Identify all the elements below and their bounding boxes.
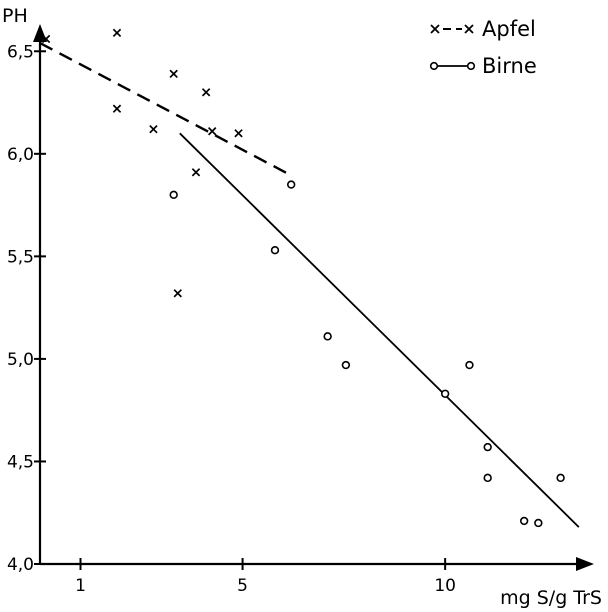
data-point-birne [286,180,296,189]
data-point-birne [519,516,529,526]
data-point-apfel [112,28,122,38]
data-point-apfel [169,69,178,79]
data-point-birne [169,190,178,200]
data-point-apfel [41,34,51,44]
x-axis-title: mg S/g TrS [500,587,602,609]
legend-apfel-marker-right [464,24,474,34]
data-point-apfel [234,129,243,138]
y-ticks: 4,0 4,5 5,0 5,5 6,0 6,5 [7,42,46,575]
y-tick-label: 5,0 [7,350,34,370]
legend-birne-marker-left [429,61,439,71]
data-point-birne [465,360,474,370]
legend-birne-marker-right [466,61,476,71]
x-tick-label: 1 [75,576,86,596]
data-point-birne [270,246,280,255]
legend-apfel-label: Apfel [482,17,536,41]
y-tick-label: 4,5 [7,452,34,472]
y-tick-label: 6,0 [7,145,34,165]
data-point-birne [483,442,492,452]
y-tick-label: 5,5 [7,247,34,267]
data-point-apfel [173,289,182,298]
trend-line-birne [179,132,580,528]
data-point-birne [341,360,351,370]
y-tick-label: 4,0 [7,555,34,575]
trend-lines [39,42,580,528]
data-point-birne [483,473,492,483]
data-point-birne [440,389,450,398]
data-point-apfel [201,88,211,97]
legend: Apfel Birne [429,17,537,78]
data-point-apfel [207,127,217,136]
y-axis-title: PH [2,5,28,27]
data-point-birne [556,473,565,483]
legend-item-apfel: Apfel [430,17,536,41]
legend-item-birne: Birne [429,54,537,78]
data-point-birne [534,518,543,528]
x-tick-label: 10 [434,576,456,596]
x-ticks: 1 5 10 [75,558,456,596]
trend-line-apfel [39,42,290,176]
data-point-apfel [149,125,158,134]
legend-apfel-marker-left [430,24,440,34]
data-point-apfel [112,104,122,113]
x-tick-label: 5 [237,576,248,596]
data-point-apfel [191,168,201,177]
legend-birne-label: Birne [482,54,537,78]
data-points [41,28,565,528]
data-point-birne [323,332,332,341]
x-axis-arrow [576,557,594,571]
y-tick-label: 6,5 [7,42,34,62]
